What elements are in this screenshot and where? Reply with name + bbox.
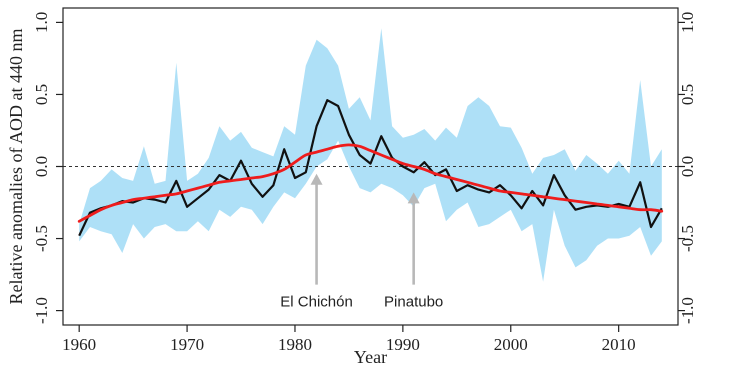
y-tick-label-right-1: -0.5: [678, 225, 697, 252]
el-chich-n-arrow-head: [310, 173, 323, 185]
x-tick-label-2000: 2000: [494, 335, 528, 354]
y-tick-label-right-0: -1.0: [678, 297, 697, 324]
smoothed-trend-line: [77, 143, 664, 223]
y-tick-label-right-4: 1.0: [678, 12, 697, 33]
uncertainty-band: [79, 28, 662, 282]
el-chich-n-label: El Chichón: [280, 294, 353, 311]
pinatubo-arrow-head: [407, 192, 420, 204]
annotations: El Chichón Pinatubo: [280, 173, 443, 311]
y-tick-label-right-3: 0.5: [678, 84, 697, 105]
plot-area: [63, 28, 678, 282]
y-tick-label-right-2: 0.0: [678, 156, 697, 177]
pinatubo-label: Pinatubo: [384, 294, 443, 311]
x-axis-title: Year: [354, 347, 387, 367]
y-tick-label-left-4: 1.0: [32, 12, 51, 33]
x-tick-label-2010: 2010: [602, 335, 636, 354]
x-tick-label-1970: 1970: [170, 335, 204, 354]
x-tick-label-1960: 1960: [62, 335, 96, 354]
x-tick-label-1990: 1990: [386, 335, 420, 354]
y-tick-label-left-3: 0.5: [32, 84, 51, 105]
y-tick-label-left-1: -0.5: [32, 225, 51, 252]
axes: 1960 1970 1980 1990 2000 2010 -1.0 -1.0 -0.5 -0.5…: [32, 12, 697, 354]
annual-anomaly-line: [78, 99, 663, 237]
x-tick-label-1980: 1980: [278, 335, 312, 354]
y-axis-title: Relative anomalies of AOD at 440 nm: [6, 29, 26, 305]
y-tick-label-left-2: 0.0: [32, 156, 51, 177]
y-tick-label-left-0: -1.0: [32, 297, 51, 324]
